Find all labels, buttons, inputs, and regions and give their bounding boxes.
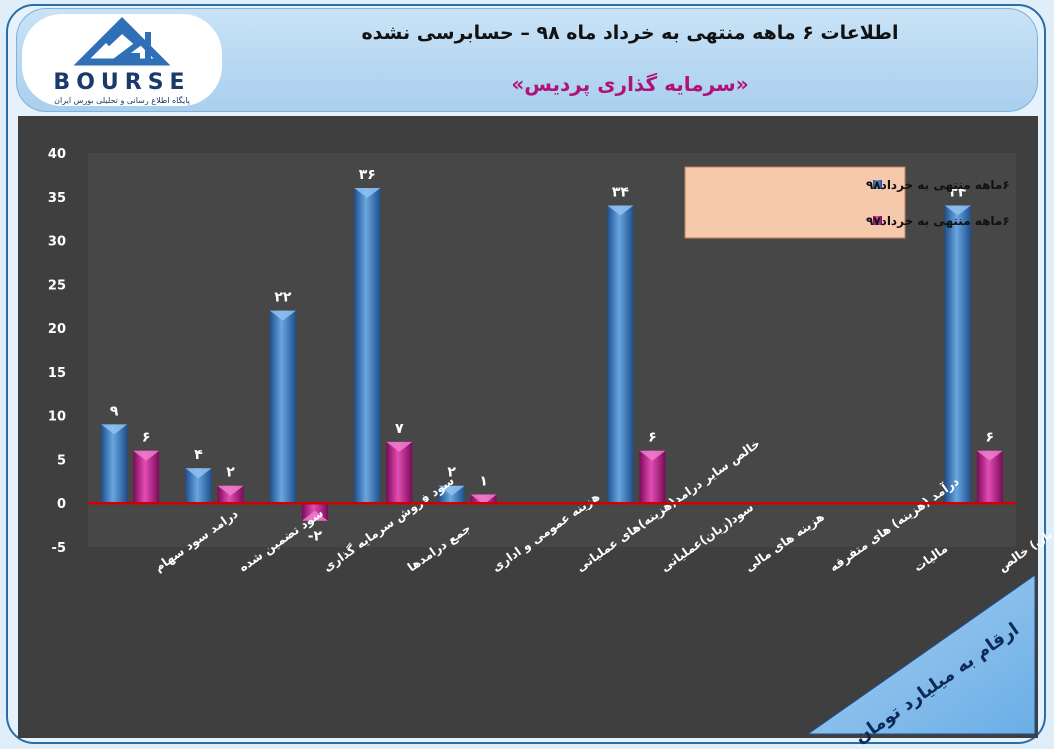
- y-tick-label: 10: [48, 410, 66, 425]
- y-tick-label: 20: [48, 322, 66, 337]
- y-tick-label: -5: [52, 541, 66, 556]
- legend: ۶ماهه منتهی به خرداد۹۸ ۶ماهه منتهی به خر…: [684, 166, 1010, 239]
- unit-corner: ارقام به میلیارد تومان: [806, 574, 1036, 748]
- bar-cap: [976, 450, 1003, 461]
- bar-cap: [185, 468, 212, 479]
- bourse-logo: BOURSE پایگاه اطلاع رسانی و تحلیلی بورس …: [22, 14, 222, 106]
- bar-series1: [101, 424, 128, 504]
- bar-cap: [101, 424, 128, 435]
- data-label: ۶: [986, 430, 995, 446]
- bar-cap: [269, 310, 296, 321]
- data-label: ۶: [648, 430, 657, 446]
- company-name: «سرمایه گذاری پردیس»: [511, 72, 749, 96]
- data-label: ۲: [447, 465, 456, 481]
- bar-cap: [639, 450, 666, 461]
- bar-cap: [354, 188, 381, 199]
- y-tick-label: 30: [48, 235, 66, 250]
- y-tick-label: 15: [48, 366, 66, 381]
- y-tick-label: 35: [48, 191, 66, 206]
- data-label: ۶: [142, 430, 151, 446]
- bar-cap: [607, 205, 634, 216]
- legend-label-series1: ۶ماهه منتهی به خرداد۹۸: [866, 178, 1010, 192]
- data-label: ۱: [479, 473, 488, 489]
- bar-cap: [217, 485, 244, 496]
- data-label: ۷: [395, 421, 404, 437]
- y-tick-label: 0: [57, 497, 66, 512]
- data-label: ۳۶: [359, 167, 376, 183]
- legend-label-series2: ۶ماهه منتهی به خرداد۹۷: [866, 214, 1010, 228]
- page-title: اطلاعات ۶ ماهه منتهی به خرداد ماه ۹۸ – ح…: [361, 22, 899, 44]
- data-label: -۲: [308, 529, 323, 545]
- bar-series1: [354, 188, 381, 504]
- bar-cap: [944, 205, 971, 216]
- logo-subtitle: پایگاه اطلاع رسانی و تحلیلی بورس ایران: [54, 96, 190, 105]
- bar-cap: [386, 441, 413, 452]
- legend-swatch-series2: [873, 216, 882, 225]
- data-label: ۳۴: [612, 185, 630, 201]
- y-tick-label: 5: [57, 453, 66, 468]
- bar-series1: [944, 205, 971, 504]
- y-tick-label: 25: [48, 278, 66, 293]
- bar-series1: [269, 310, 296, 504]
- bar-cap: [133, 450, 160, 461]
- logo-mark-icon: [73, 17, 171, 66]
- data-label: ۲۲: [274, 290, 292, 306]
- logo-word: BOURSE: [53, 70, 191, 95]
- data-label: ۲: [226, 465, 235, 481]
- bar-cap: [470, 494, 497, 505]
- data-label: ۴: [194, 447, 203, 463]
- bar-series2: [386, 441, 413, 504]
- bar-series1: [607, 205, 634, 504]
- data-label: ۳۴: [949, 185, 967, 201]
- bar-cap: [301, 510, 328, 521]
- data-label: ۹: [110, 403, 119, 419]
- legend-swatch-series1: [873, 180, 882, 189]
- y-tick-label: 40: [48, 147, 66, 162]
- bar-cap: [438, 485, 465, 496]
